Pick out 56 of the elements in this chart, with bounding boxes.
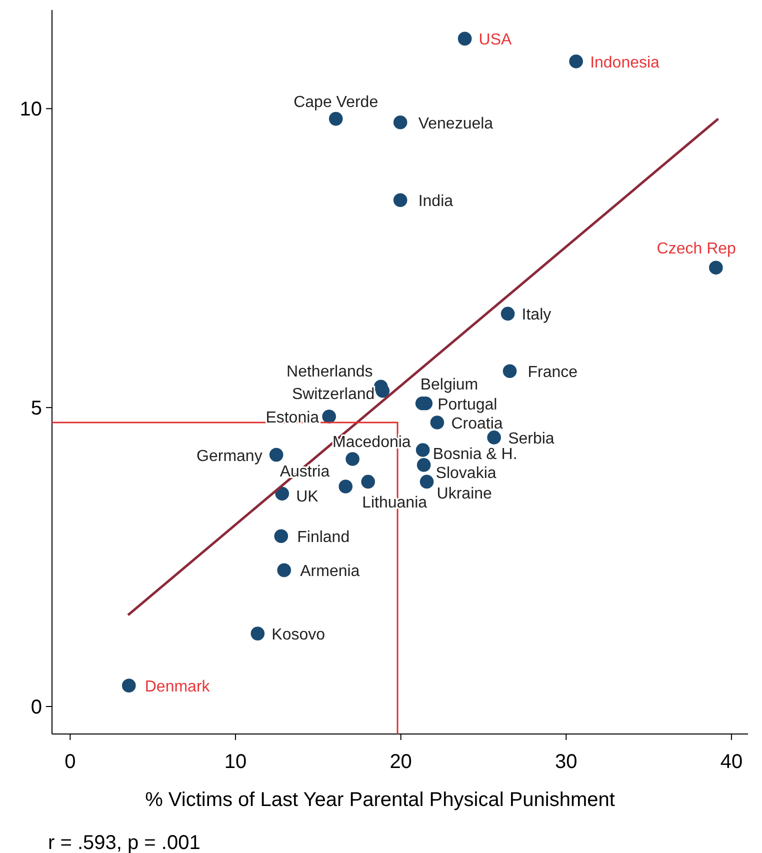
annotation: France — [528, 364, 578, 382]
annotation: UK — [296, 488, 319, 506]
x-tick-label: 20 — [390, 751, 412, 773]
x-tick-label: 30 — [555, 751, 578, 773]
point — [502, 364, 517, 378]
text: r = .593, p = .001 — [48, 832, 200, 853]
annotation: Cape Verde — [294, 94, 378, 111]
point — [346, 452, 360, 466]
point — [275, 486, 290, 501]
point — [277, 563, 292, 578]
annotation: Indonesia — [590, 54, 660, 72]
annotation: Slovakia — [436, 464, 496, 482]
annotation: Serbia — [508, 430, 554, 448]
annotation: Bosnia & H. — [432, 446, 518, 464]
annotation: Switzerland — [292, 386, 375, 403]
annotation: Netherlands — [286, 364, 373, 381]
annotation: USA — [478, 32, 512, 49]
y-tick-label: 5 — [30, 398, 42, 420]
point — [274, 529, 288, 544]
point — [269, 448, 284, 462]
point — [393, 116, 408, 130]
point — [420, 474, 434, 489]
point — [430, 416, 444, 430]
point — [709, 260, 723, 275]
point — [458, 32, 472, 46]
point — [416, 458, 431, 472]
y-tick-label: 10 — [20, 98, 42, 121]
annotation: Armenia — [300, 563, 360, 580]
annotation: Kosovo — [272, 626, 326, 644]
x-axis-title: % Victims of Last Year Parental Physical Punishment — [145, 789, 616, 811]
point — [393, 193, 408, 208]
annotation: Czech Rep — [656, 240, 736, 258]
point — [338, 480, 353, 494]
annotation: India — [418, 193, 454, 210]
annotation: Denmark — [144, 678, 211, 696]
point — [487, 430, 501, 444]
x-tick-label: 0 — [64, 751, 76, 773]
x-tick-label: 10 — [224, 751, 247, 773]
annotation: Finland — [297, 529, 350, 546]
annotation: Germany — [196, 448, 262, 465]
point — [322, 410, 336, 424]
annotation: Ukraine — [436, 486, 492, 503]
annotation: Croatia — [451, 416, 503, 433]
point — [250, 626, 265, 640]
point — [569, 54, 583, 68]
point — [416, 443, 430, 457]
x-tick-label: 40 — [720, 751, 743, 773]
y-tick-label: 0 — [30, 696, 42, 718]
annotation: Belgium — [420, 376, 478, 394]
point — [361, 474, 376, 489]
point — [328, 112, 343, 126]
point — [122, 678, 136, 692]
annotation: Italy — [522, 306, 552, 324]
annotation: Portugal — [438, 396, 498, 414]
annotation: Venezuela — [418, 115, 494, 132]
point — [500, 306, 515, 321]
